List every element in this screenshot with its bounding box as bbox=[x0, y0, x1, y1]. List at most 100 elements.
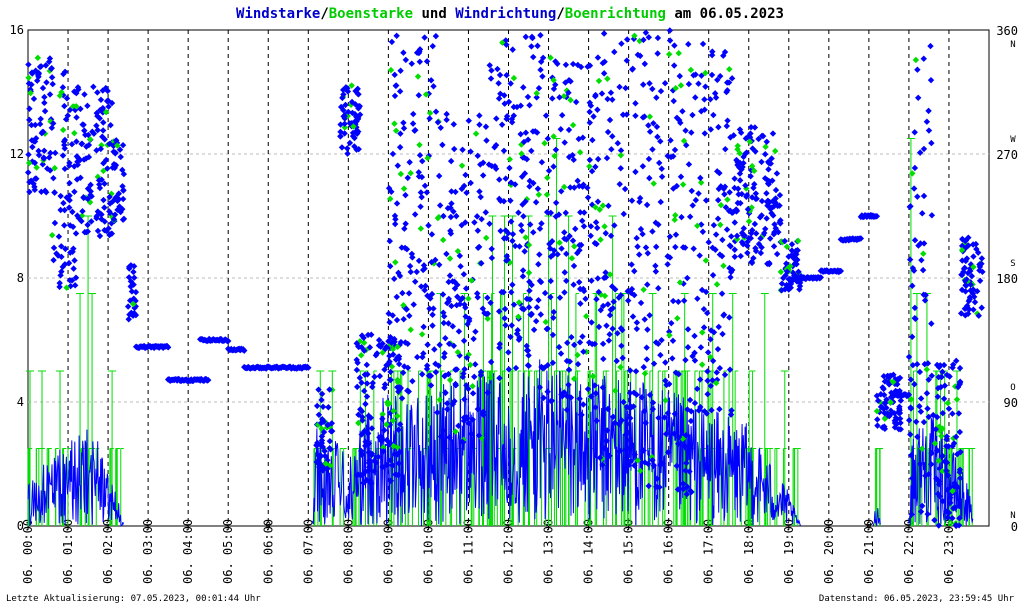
wind-direction-point bbox=[905, 391, 913, 398]
wind-direction-point bbox=[119, 183, 126, 190]
wind-direction-point bbox=[109, 164, 116, 171]
wind-direction-point bbox=[459, 146, 466, 154]
gust-direction-point bbox=[939, 425, 946, 432]
wind-direction-point bbox=[917, 408, 925, 415]
wind-direction-point bbox=[631, 267, 638, 275]
x-tick-label: 06. 17:00 bbox=[702, 519, 716, 584]
gust-direction-point bbox=[547, 54, 554, 61]
wind-direction-point bbox=[924, 405, 931, 412]
wind-direction-point bbox=[74, 161, 81, 168]
wind-direction-point bbox=[70, 265, 77, 272]
gust-direction-point bbox=[671, 216, 678, 224]
wind-direction-point bbox=[970, 286, 977, 293]
wind-direction-point bbox=[580, 181, 587, 188]
wind-direction-point bbox=[667, 137, 674, 144]
wind-direction-point bbox=[575, 278, 583, 286]
gust-direction-point bbox=[542, 318, 549, 326]
gust-direction-point bbox=[698, 361, 706, 368]
wind-direction-point bbox=[528, 147, 535, 155]
wind-direction-point bbox=[358, 451, 366, 458]
wind-direction-point bbox=[643, 356, 651, 363]
wind-direction-point bbox=[586, 62, 594, 69]
wind-direction-point bbox=[525, 362, 532, 370]
wind-direction-point bbox=[459, 294, 466, 302]
wind-direction-point bbox=[606, 331, 613, 338]
wind-direction-point bbox=[676, 116, 683, 124]
gust-direction-point bbox=[518, 141, 525, 148]
wind-direction-point bbox=[443, 110, 450, 118]
gust-direction-point bbox=[592, 204, 599, 211]
wind-direction-point bbox=[730, 132, 737, 139]
wind-direction-point bbox=[461, 396, 468, 403]
wind-direction-point bbox=[924, 360, 932, 367]
gust-direction-point bbox=[86, 199, 94, 206]
x-tick-label: 06. 12:00 bbox=[502, 519, 516, 584]
wind-direction-point bbox=[640, 36, 647, 44]
wind-direction-point bbox=[640, 363, 647, 371]
wind-direction-point bbox=[673, 462, 680, 470]
wind-direction-point bbox=[584, 184, 591, 192]
wind-direction-point bbox=[956, 378, 964, 385]
gust-direction-point bbox=[59, 126, 67, 134]
wind-direction-point bbox=[395, 353, 403, 360]
wind-direction-point bbox=[52, 149, 59, 157]
wind-direction-point bbox=[445, 278, 452, 286]
wind-direction-point bbox=[84, 195, 91, 203]
wind-direction-point bbox=[362, 442, 369, 450]
wind-direction-point bbox=[67, 222, 74, 229]
wind-direction-point bbox=[971, 293, 978, 301]
wind-direction-point bbox=[451, 278, 458, 286]
wind-direction-point bbox=[415, 173, 423, 180]
wind-direction-point bbox=[521, 248, 528, 255]
wind-direction-point bbox=[71, 163, 78, 170]
wind-direction-point bbox=[363, 361, 371, 369]
gust-direction-point bbox=[777, 268, 785, 276]
wind-direction-point bbox=[400, 49, 407, 56]
wind-direction-point bbox=[423, 365, 431, 373]
wind-direction-point bbox=[679, 244, 687, 251]
wind-direction-point bbox=[931, 516, 938, 524]
gust-direction-point bbox=[702, 69, 709, 77]
wind-direction-point bbox=[783, 260, 790, 267]
gust-direction-point bbox=[736, 150, 743, 157]
wind-direction-point bbox=[685, 80, 693, 88]
wind-direction-point bbox=[586, 99, 593, 106]
wind-direction-point bbox=[726, 366, 734, 373]
gust-direction-point bbox=[918, 445, 926, 452]
wind-direction-point bbox=[662, 359, 669, 366]
wind-direction-point bbox=[474, 152, 481, 160]
wind-direction-point bbox=[558, 245, 565, 252]
wind-direction-point bbox=[418, 283, 425, 290]
wind-direction-point bbox=[712, 246, 719, 253]
wind-direction-point bbox=[680, 297, 688, 304]
wind-direction-point bbox=[501, 315, 508, 322]
wind-direction-point bbox=[432, 32, 440, 40]
wind-direction-point bbox=[396, 448, 404, 456]
wind-direction-point bbox=[440, 319, 448, 327]
wind-direction-point bbox=[533, 304, 541, 311]
wind-direction-point bbox=[51, 189, 58, 196]
gust-direction-point bbox=[595, 77, 603, 85]
gust-direction-point bbox=[939, 467, 946, 475]
wind-direction-point bbox=[387, 368, 394, 376]
compass-label: N bbox=[1010, 511, 1015, 521]
wind-direction-point bbox=[487, 75, 495, 82]
wind-direction-point bbox=[547, 209, 554, 217]
wind-direction-point bbox=[964, 302, 971, 309]
gust-direction-point bbox=[935, 457, 942, 465]
x-tick-label: 06. 05:00 bbox=[221, 519, 235, 584]
wind-direction-point bbox=[771, 229, 778, 236]
wind-direction-point bbox=[372, 352, 380, 359]
wind-direction-point bbox=[34, 77, 41, 84]
wind-direction-point bbox=[547, 293, 554, 301]
wind-direction-point bbox=[752, 190, 760, 197]
wind-direction-point bbox=[621, 185, 629, 193]
wind-direction-point bbox=[417, 189, 425, 196]
gust-direction-point bbox=[525, 241, 533, 249]
wind-direction-point bbox=[316, 441, 324, 448]
wind-direction-point bbox=[35, 73, 42, 80]
gust-direction-point bbox=[56, 92, 64, 99]
wind-direction-point bbox=[353, 366, 361, 374]
wind-direction-point bbox=[566, 232, 573, 240]
wind-direction-point bbox=[556, 294, 564, 301]
